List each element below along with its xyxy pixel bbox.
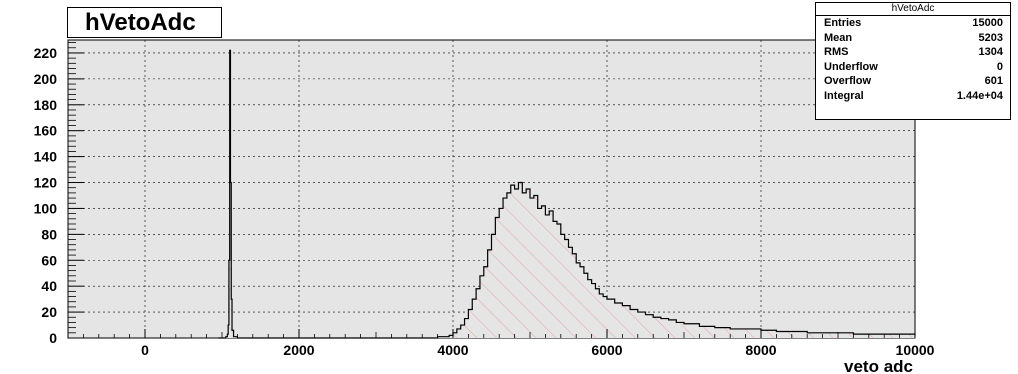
y-tick-label: 220	[34, 45, 58, 61]
y-tick-label: 40	[41, 278, 57, 294]
y-tick-label: 120	[34, 175, 58, 191]
x-axis-label: veto adc	[844, 357, 913, 374]
stats-row-rms: RMS 1304	[816, 45, 1010, 60]
y-tick-label: 0	[49, 330, 57, 346]
stats-row-underflow: Underflow 0	[816, 60, 1010, 75]
x-tick-label: 10000	[896, 342, 935, 358]
y-tick-label: 200	[34, 71, 58, 87]
stats-label: Overflow	[824, 75, 872, 87]
y-tick-label: 140	[34, 149, 58, 165]
stats-value: 601	[984, 75, 1003, 87]
stats-row-overflow: Overflow 601	[816, 74, 1010, 89]
y-tick-label: 100	[34, 200, 58, 216]
x-tick-label: 2000	[283, 342, 314, 358]
histogram-fill	[218, 50, 915, 338]
stats-label: Entries	[824, 17, 862, 29]
grid	[68, 40, 915, 338]
y-tick-label: 60	[41, 252, 57, 268]
x-tick-label: 6000	[591, 342, 622, 358]
stats-label: Integral	[824, 89, 864, 102]
histogram-area	[218, 50, 915, 338]
stats-value: 5203	[978, 31, 1003, 44]
y-tick-label: 20	[41, 304, 57, 320]
stats-title: hVetoAdc	[816, 3, 1010, 16]
histogram-line	[218, 49, 916, 339]
stats-value: 1.44e+04	[956, 89, 1003, 102]
y-tick-label: 160	[34, 123, 58, 139]
histogram-outline	[218, 49, 916, 339]
stats-value: 1304	[978, 46, 1003, 58]
stats-label: Mean	[824, 31, 853, 44]
stats-box: hVetoAdc Entries 15000 Mean 5203 RMS 130…	[815, 2, 1011, 120]
y-tick-label: 180	[34, 97, 58, 113]
stats-label: RMS	[824, 46, 849, 58]
stats-row-mean: Mean 5203	[816, 31, 1010, 46]
stats-row-entries: Entries 15000	[816, 16, 1010, 31]
stats-value: 15000	[972, 17, 1003, 29]
x-tick-label: 4000	[437, 342, 468, 358]
axes: 0 2000 4000 6000 8000 10000 0 20 40 60 80 100 120 140…	[34, 42, 935, 358]
stats-label: Underflow	[824, 60, 878, 73]
x-tick-label: 8000	[745, 342, 776, 358]
stats-row-integral: Integral 1.44e+04	[816, 89, 1010, 104]
x-tick-label: 0	[141, 342, 149, 358]
stats-value: 0	[996, 60, 1003, 73]
y-tick-label: 80	[41, 226, 57, 242]
chart-title: hVetoAdc	[67, 7, 222, 38]
